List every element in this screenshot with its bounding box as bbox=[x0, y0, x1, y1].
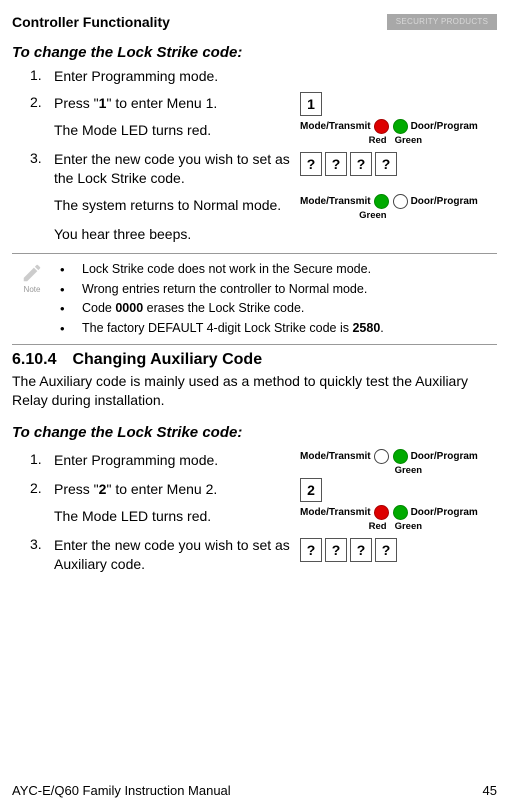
door-program-label-4: Door/Program bbox=[411, 507, 478, 518]
green-led-icon bbox=[393, 119, 408, 134]
step3-sub1: The system returns to Normal mode. bbox=[12, 196, 292, 215]
green-led-icon bbox=[393, 449, 408, 464]
key-q1: ? bbox=[300, 152, 322, 176]
page-footer: AYC-E/Q60 Family Instruction Manual 45 bbox=[12, 783, 497, 798]
section2-intro: The Auxiliary code is mainly used as a m… bbox=[12, 372, 497, 410]
key-q3b: ? bbox=[350, 538, 372, 562]
mode-transmit-label-2: Mode/Transmit bbox=[300, 196, 371, 207]
step2: 2. Press "1" to enter Menu 1. bbox=[12, 94, 292, 113]
step3-sub2: You hear three beeps. bbox=[12, 225, 497, 244]
s2-step1-num: 1. bbox=[30, 451, 54, 470]
subsection-heading: 6.10.4 Changing Auxiliary Code bbox=[12, 351, 497, 369]
green-sub: Green bbox=[395, 135, 422, 146]
pencil-icon bbox=[21, 262, 43, 284]
s2-step3-num: 3. bbox=[30, 536, 54, 574]
note-item: The factory DEFAULT 4-digit Lock Strike … bbox=[60, 319, 497, 339]
header-title: Controller Functionality bbox=[12, 14, 170, 30]
key-q4: ? bbox=[375, 152, 397, 176]
step3: 3. Enter the new code you wish to set as… bbox=[12, 150, 292, 188]
led-indicator-2: Mode/Transmit Green Door/Program bbox=[300, 194, 478, 221]
s2-step2-text: Press "2" to enter Menu 2. bbox=[54, 480, 292, 499]
step2-num: 2. bbox=[30, 94, 54, 113]
key-q1b: ? bbox=[300, 538, 322, 562]
key-q3: ? bbox=[350, 152, 372, 176]
green-sub-2: Green bbox=[359, 210, 386, 221]
door-program-label-2: Door/Program bbox=[411, 196, 478, 207]
green-sub-3: Green bbox=[395, 465, 422, 476]
empty-led-icon bbox=[393, 194, 408, 209]
security-badge: SECURITY PRODUCTS bbox=[387, 14, 497, 30]
subsection-title: Changing Auxiliary Code bbox=[72, 351, 262, 368]
empty-led-icon bbox=[374, 449, 389, 464]
led-indicator-4: Mode/Transmit Red Door/Program Green bbox=[300, 505, 478, 532]
key-q2b: ? bbox=[325, 538, 347, 562]
note-item: Wrong entries return the controller to N… bbox=[60, 280, 497, 300]
section1-heading: To change the Lock Strike code: bbox=[12, 44, 497, 61]
step3-text: Enter the new code you wish to set as th… bbox=[54, 150, 292, 188]
led-indicator-3: Mode/Transmit Door/Program Green bbox=[300, 449, 478, 476]
key-q4b: ? bbox=[375, 538, 397, 562]
s2-step2: 2. Press "2" to enter Menu 2. bbox=[12, 480, 292, 499]
badge-text: SECURITY PRODUCTS bbox=[396, 17, 489, 26]
step1-num: 1. bbox=[30, 67, 54, 86]
note-item: Lock Strike code does not work in the Se… bbox=[60, 260, 497, 280]
green-led-icon bbox=[374, 194, 389, 209]
led-indicator-1: Mode/Transmit Red Door/Program Green bbox=[300, 119, 478, 146]
note-item: Code 0000 erases the Lock Strike code. bbox=[60, 299, 497, 319]
mode-transmit-label-3: Mode/Transmit bbox=[300, 451, 371, 462]
note-block: Note Lock Strike code does not work in t… bbox=[12, 253, 497, 345]
mode-transmit-label: Mode/Transmit bbox=[300, 121, 371, 132]
red-led-icon bbox=[374, 119, 389, 134]
green-sub-4: Green bbox=[395, 521, 422, 532]
footer-left: AYC-E/Q60 Family Instruction Manual bbox=[12, 783, 231, 798]
door-program-label-3: Door/Program bbox=[411, 451, 478, 462]
green-led-icon bbox=[393, 505, 408, 520]
key-2: 2 bbox=[300, 478, 322, 502]
key-1: 1 bbox=[300, 92, 322, 116]
key-q2: ? bbox=[325, 152, 347, 176]
step2-text: Press "1" to enter Menu 1. bbox=[54, 94, 292, 113]
step3-num: 3. bbox=[30, 150, 54, 188]
red-sub: Red bbox=[369, 135, 387, 146]
note-list: Lock Strike code does not work in the Se… bbox=[60, 260, 497, 338]
red-led-icon bbox=[374, 505, 389, 520]
red-sub-4: Red bbox=[369, 521, 387, 532]
subsection-num: 6.10.4 bbox=[12, 351, 68, 369]
s2-step1: 1. Enter Programming mode. bbox=[12, 451, 292, 470]
page-header: Controller Functionality SECURITY PRODUC… bbox=[12, 14, 497, 30]
mode-transmit-label-4: Mode/Transmit bbox=[300, 507, 371, 518]
s2-step1-text: Enter Programming mode. bbox=[54, 451, 292, 470]
note-label: Note bbox=[24, 285, 41, 294]
step1: 1. Enter Programming mode. bbox=[12, 67, 497, 86]
footer-right: 45 bbox=[483, 783, 497, 798]
section2-heading: To change the Lock Strike code: bbox=[12, 424, 497, 441]
step2-sub: The Mode LED turns red. bbox=[12, 121, 292, 140]
door-program-label: Door/Program bbox=[411, 121, 478, 132]
s2-step3: 3. Enter the new code you wish to set as… bbox=[12, 536, 292, 574]
s2-step3-text: Enter the new code you wish to set as Au… bbox=[54, 536, 292, 574]
s2-step2-num: 2. bbox=[30, 480, 54, 499]
step1-text: Enter Programming mode. bbox=[54, 67, 497, 86]
s2-step2-sub: The Mode LED turns red. bbox=[12, 507, 292, 526]
